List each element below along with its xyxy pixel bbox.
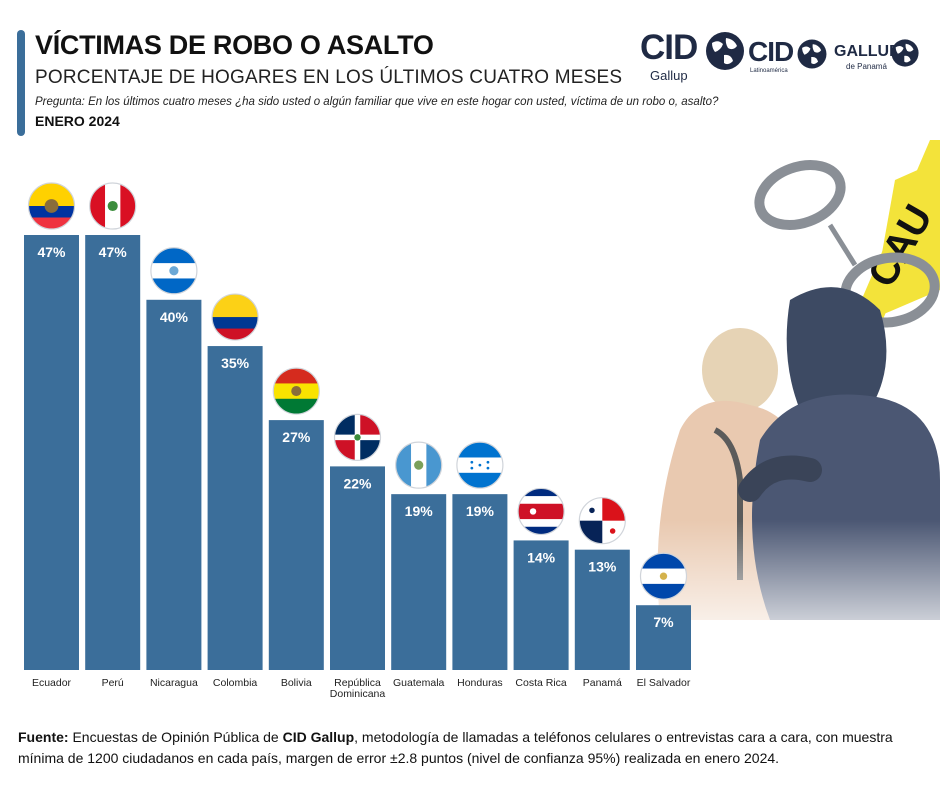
category-label: Costa Rica [515, 677, 567, 689]
bar-1 [24, 235, 79, 670]
category-label: República [334, 677, 381, 689]
bar-value-label: 13% [588, 559, 617, 575]
bar-value-label: 22% [343, 475, 372, 491]
globe-icon [891, 39, 919, 67]
nicaragua-flag-icon-ring [150, 247, 198, 295]
source-brand: CID Gallup [282, 729, 355, 745]
robbery-illustration: CAU [640, 140, 940, 660]
gallup-panama-logo-sub: de Panamá [846, 62, 887, 71]
bar-4 [207, 346, 263, 670]
cid-gallup-logo-brand: CID [640, 28, 698, 67]
el-salvador-flag-icon-ring [639, 552, 688, 600]
source-text-after: , metodología de llamadas a teléfonos ce… [18, 729, 893, 766]
panama-flag-icon-ring [578, 497, 626, 545]
bar-2 [85, 235, 141, 670]
dominican-republic-flag-icon [334, 414, 381, 461]
bar-value-label: 47% [99, 244, 128, 260]
category-label: Panamá [583, 677, 622, 689]
peru-flag-icon-ring [89, 182, 137, 230]
cid-latinoamerica-logo: CID Latinoamérica [748, 36, 827, 74]
bolivia-flag-icon-ring [272, 367, 320, 415]
category-label: Guatemala [393, 677, 445, 689]
colombia-flag-icon-ring [211, 293, 259, 341]
peru-flag-icon [89, 183, 136, 229]
bar-value-label: 40% [160, 309, 189, 325]
nicaragua-flag-icon [150, 247, 197, 294]
bar-value-label: 19% [466, 503, 495, 519]
bar-value-label: 14% [527, 549, 556, 565]
category-label: Colombia [213, 677, 258, 689]
bar-10 [574, 549, 630, 670]
dominican-republic-flag-icon-ring [333, 413, 382, 461]
category-label: El Salvador [637, 677, 691, 689]
guatemala-flag-icon [395, 442, 442, 489]
bar-chart: 47% Ecuador 47% Perú 40% Nicaragua 35% Colombia… [24, 182, 691, 700]
costa-rica-flag-icon-ring [517, 487, 565, 536]
globe-icon [706, 32, 744, 70]
gallup-panama-logo: GALLUP de Panamá [834, 39, 919, 71]
survey-question: Pregunta: En los últimos cuatro meses ¿h… [35, 96, 719, 108]
globe-icon [797, 39, 827, 69]
bar-8 [452, 494, 508, 670]
page-title: VÍCTIMAS DE ROBO O ASALTO [35, 30, 434, 60]
ecuador-flag-icon-ring [27, 182, 76, 230]
category-label: Perú [102, 677, 124, 689]
bolivia-flag-icon [273, 368, 320, 415]
cid-gallup-logo-sub: Gallup [650, 68, 688, 83]
bar-value-label: 7% [653, 614, 674, 630]
cid-latinoamerica-logo-brand: CID [748, 36, 794, 67]
bar-11 [636, 605, 691, 670]
category-label: Nicaragua [150, 677, 198, 689]
bar-7 [391, 494, 447, 670]
bar-value-label: 27% [282, 429, 311, 445]
gallup-panama-logo-brand: GALLUP [834, 43, 900, 60]
el-salvador-flag-icon [640, 553, 687, 600]
source-label: Fuente: [18, 729, 69, 745]
bar-value-label: 47% [37, 244, 66, 260]
bar-9 [513, 540, 569, 670]
honduras-flag-icon-ring [456, 441, 504, 489]
category-label: Bolivia [281, 677, 312, 689]
category-label: Dominicana [330, 688, 386, 700]
cid-latinoamerica-logo-sub: Latinoamérica [750, 68, 788, 74]
guatemala-flag-icon-ring [395, 441, 443, 489]
page-subtitle: PORCENTAJE DE HOGARES EN LOS ÚLTIMOS CUA… [35, 67, 623, 88]
bar-value-label: 19% [405, 503, 434, 519]
bar-value-label: 35% [221, 355, 250, 371]
ecuador-flag-icon [28, 183, 75, 229]
source-note: Fuente: Encuestas de Opinión Pública de … [18, 727, 923, 769]
bar-5 [268, 420, 324, 670]
costa-rica-flag-icon [518, 488, 565, 535]
title-accent-bar [17, 30, 25, 136]
category-label: Ecuador [32, 677, 72, 689]
category-label: Honduras [457, 677, 503, 689]
bar-3 [146, 299, 202, 670]
source-text-before: Encuestas de Opinión Pública de [68, 729, 283, 745]
bar-6 [330, 466, 385, 670]
honduras-flag-icon [456, 442, 503, 489]
survey-date: ENERO 2024 [35, 113, 120, 129]
cid-gallup-logo: CID Gallup [640, 28, 744, 83]
colombia-flag-icon [212, 294, 259, 341]
